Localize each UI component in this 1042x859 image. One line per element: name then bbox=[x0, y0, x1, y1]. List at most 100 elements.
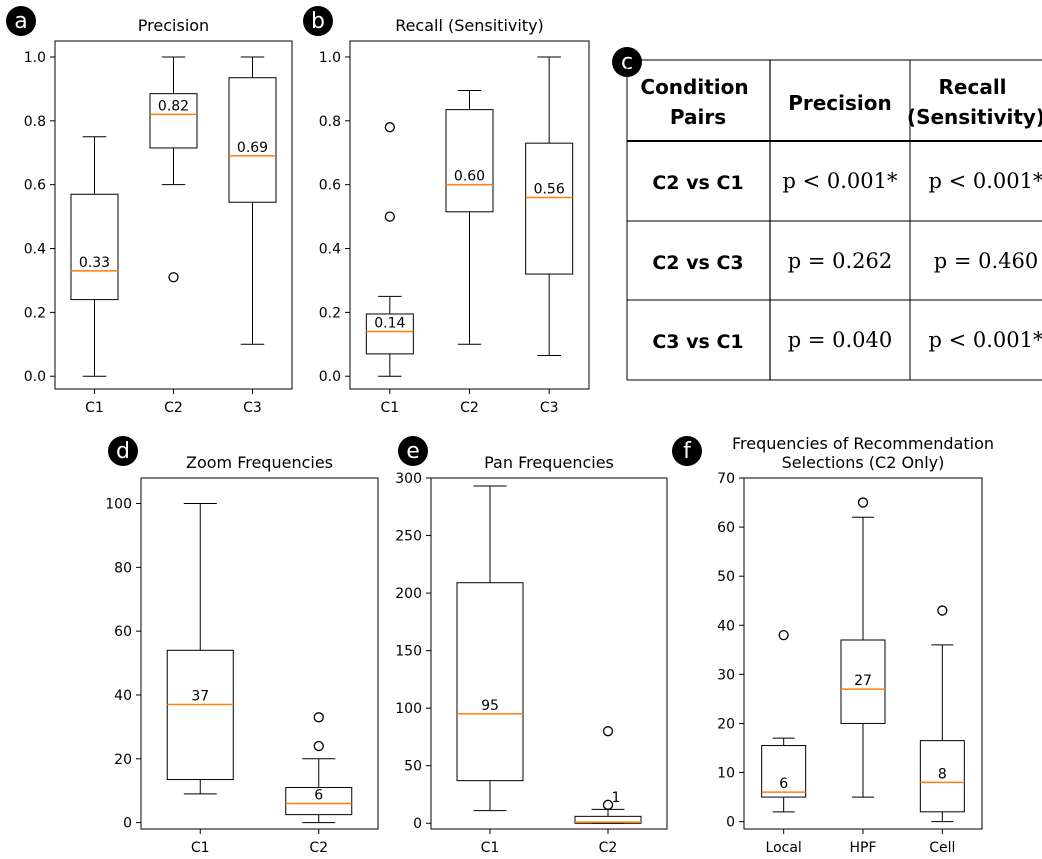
outlier-point bbox=[778, 629, 789, 641]
iqr-box bbox=[70, 193, 119, 301]
table-row-1-precision: p < 0.001* bbox=[782, 169, 898, 193]
y-tick-label: 200 bbox=[395, 586, 422, 602]
svg-text:d: d bbox=[116, 439, 130, 464]
y-tick-label: 0.0 bbox=[24, 369, 46, 385]
median-label: 8 bbox=[938, 766, 947, 782]
median-label: 37 bbox=[191, 689, 209, 705]
chart-title: Pan Frequencies bbox=[484, 453, 614, 472]
y-tick-label: 10 bbox=[717, 766, 735, 782]
iqr-box bbox=[285, 787, 353, 816]
y-tick-label: 50 bbox=[404, 759, 422, 775]
outlier-point bbox=[602, 799, 614, 810]
iqr-box bbox=[365, 313, 414, 355]
median-label: 27 bbox=[854, 673, 872, 689]
outlier-point bbox=[168, 272, 179, 283]
y-tick-label: 0.2 bbox=[24, 305, 46, 321]
recall-boxplot: Recall (Sensitivity) 0.0 0.2 0.4 0.6 0.8 1.0 C1… bbox=[319, 16, 590, 416]
median-label: 0.60 bbox=[454, 169, 485, 185]
chart-title: Frequencies of Recommendation Selections … bbox=[732, 434, 994, 472]
box-c3: 0.69 bbox=[228, 56, 277, 345]
median-label: 0.69 bbox=[237, 140, 268, 156]
x-tick-label: C3 bbox=[243, 400, 262, 416]
recommendation-frequencies-boxplot: Frequencies of Recommendation Selections … bbox=[717, 434, 994, 856]
x-tick-label: C2 bbox=[309, 840, 328, 855]
y-tick-label: 250 bbox=[395, 529, 422, 545]
box-local: 6 bbox=[761, 629, 807, 813]
iqr-box bbox=[456, 582, 524, 782]
median-label: 6 bbox=[314, 787, 323, 803]
badge-d: d bbox=[108, 436, 138, 466]
y-tick-label: 0 bbox=[413, 816, 422, 832]
median-label: 0.56 bbox=[534, 181, 565, 197]
table-header-precision: Precision bbox=[788, 91, 892, 115]
y-tick-label: 0.4 bbox=[24, 242, 46, 258]
y-tick-label: 30 bbox=[717, 667, 735, 683]
y-tick-label: 100 bbox=[105, 497, 132, 513]
iqr-box bbox=[166, 649, 234, 781]
plot-frame bbox=[140, 477, 379, 830]
badge-f: f bbox=[672, 436, 702, 466]
x-tick-label: C1 bbox=[380, 400, 399, 416]
table-row-3-recall: p < 0.001* bbox=[928, 328, 1042, 352]
box-c2: 0.82 bbox=[149, 56, 198, 283]
x-tick-label: C3 bbox=[540, 400, 559, 416]
table-row-2-precision: p = 0.262 bbox=[788, 249, 893, 273]
plot-frame bbox=[430, 477, 668, 830]
x-tick-label: Cell bbox=[929, 840, 955, 855]
iqr-box bbox=[574, 815, 642, 824]
iqr-box bbox=[840, 639, 886, 724]
box-hpf: 27 bbox=[840, 497, 886, 798]
svg-text:f: f bbox=[683, 439, 692, 464]
iqr-box bbox=[761, 745, 807, 798]
box-c2: 6 bbox=[285, 712, 353, 824]
outlier-point bbox=[857, 497, 869, 508]
box-c1: 0.14 bbox=[365, 122, 414, 377]
median-label: 0.82 bbox=[158, 98, 189, 114]
x-tick-label: C1 bbox=[191, 840, 210, 855]
y-tick-label: 0.8 bbox=[24, 114, 46, 130]
svg-text:a: a bbox=[14, 9, 27, 34]
x-tick-label: Local bbox=[766, 840, 802, 855]
y-tick-label: 40 bbox=[717, 618, 735, 634]
iqr-box bbox=[228, 77, 277, 203]
x-tick-label: C2 bbox=[460, 400, 479, 416]
chart-title: Precision bbox=[138, 16, 209, 35]
pan-frequencies-boxplot: Pan Frequencies 0 50 100 150 200 250 300 C1 C2 95 1 bbox=[395, 453, 668, 856]
x-tick-label: C2 bbox=[164, 400, 183, 416]
iqr-box bbox=[149, 93, 198, 149]
table-header-pairs: Condition Pairs bbox=[640, 75, 755, 129]
y-tick-label: 40 bbox=[114, 688, 132, 704]
y-tick-label: 20 bbox=[114, 752, 132, 768]
y-tick-label: 80 bbox=[114, 560, 132, 576]
y-tick-label: 0.4 bbox=[319, 242, 341, 258]
significance-table: Condition Pairs Precision Recall (Sensit… bbox=[626, 59, 1042, 381]
table-row-3-pair: C3 vs C1 bbox=[652, 331, 743, 353]
iqr-box bbox=[445, 109, 494, 213]
outlier-point bbox=[313, 712, 324, 723]
box-c1: 0.33 bbox=[70, 136, 119, 377]
y-tick-label: 0.8 bbox=[319, 114, 341, 130]
table-row-2-pair: C2 vs C3 bbox=[652, 252, 743, 274]
y-tick-label: 150 bbox=[395, 644, 422, 660]
y-tick-label: 1.0 bbox=[24, 50, 46, 66]
badge-b: b bbox=[303, 6, 333, 36]
svg-text:b: b bbox=[311, 9, 325, 34]
y-tick-label: 60 bbox=[717, 520, 735, 536]
y-tick-label: 1.0 bbox=[319, 50, 341, 66]
zoom-frequencies-boxplot: Zoom Frequencies 0 20 40 60 80 100 C1 C2 37 6 bbox=[105, 453, 379, 856]
outlier-point bbox=[384, 122, 395, 133]
iqr-box bbox=[525, 142, 574, 275]
outlier-point bbox=[937, 605, 948, 616]
x-tick-label: C1 bbox=[85, 400, 104, 416]
table-row-1-pair: C2 vs C1 bbox=[652, 172, 743, 194]
y-tick-label: 100 bbox=[395, 701, 422, 717]
badge-e: e bbox=[398, 436, 428, 466]
y-tick-label: 60 bbox=[114, 624, 132, 640]
box-c1: 37 bbox=[166, 503, 234, 795]
median-label: 0.33 bbox=[79, 255, 110, 271]
svg-text:e: e bbox=[406, 439, 420, 464]
y-tick-label: 0 bbox=[726, 815, 735, 831]
box-c2: 0.60 bbox=[445, 89, 494, 345]
x-tick-label: C2 bbox=[599, 840, 618, 855]
